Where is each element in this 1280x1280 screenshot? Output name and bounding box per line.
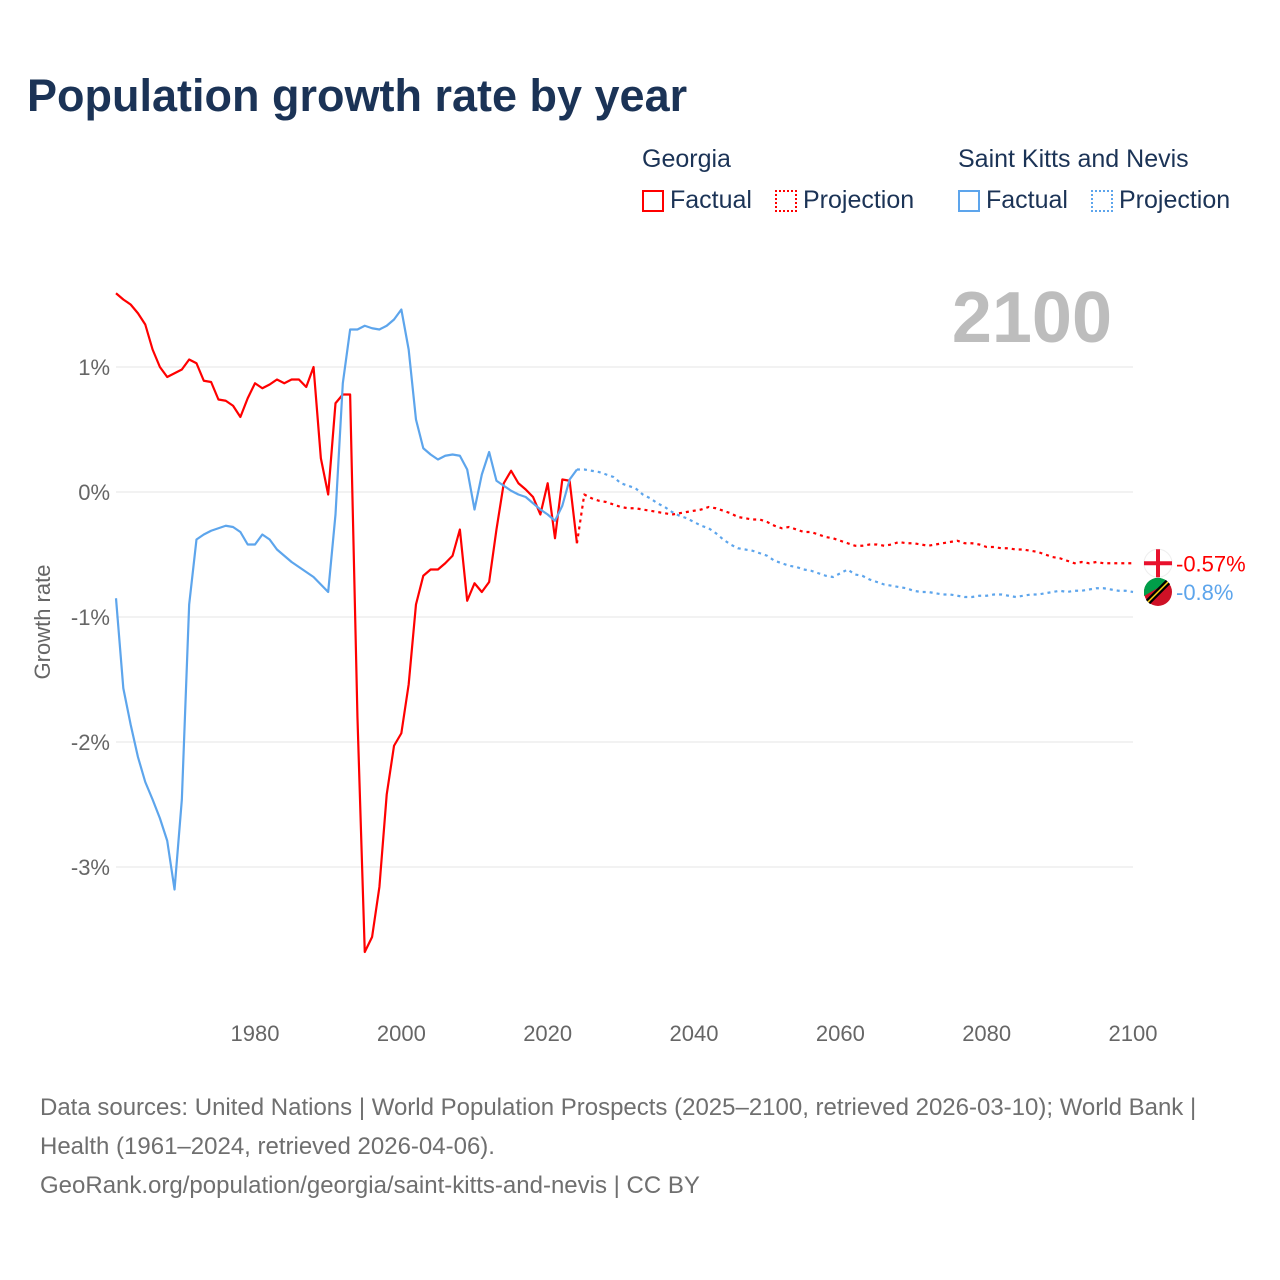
x-tick-label: 2080	[962, 1021, 1011, 1046]
legend-label: Factual	[670, 186, 752, 214]
georgia-end-label: -0.57%	[1176, 551, 1246, 576]
legend-label: Factual	[986, 186, 1068, 214]
y-tick-label: 0%	[78, 480, 110, 505]
x-tick-label: 2000	[377, 1021, 426, 1046]
y-axis-label: Growth rate	[30, 565, 55, 680]
skn-end-label: -0.8%	[1176, 580, 1233, 605]
x-tick-label: 2100	[1109, 1021, 1158, 1046]
chart-title: Population growth rate by year	[27, 70, 688, 121]
x-tick-label: 1980	[231, 1021, 280, 1046]
x-tick-label: 2040	[670, 1021, 719, 1046]
legend-skn-projection[interactable]: Projection	[1091, 186, 1230, 215]
x-tick-label: 2060	[816, 1021, 865, 1046]
legend-skn-factual[interactable]: Factual	[958, 186, 1068, 215]
y-tick-label: 1%	[78, 355, 110, 380]
legend-swatch-solid	[958, 189, 980, 212]
legend-label: Projection	[1119, 186, 1231, 214]
georgia-projection-line	[575, 493, 1133, 565]
y-tick-label: -2%	[71, 730, 110, 755]
y-tick-label: -3%	[71, 855, 110, 880]
legend-swatch-solid	[642, 189, 664, 212]
attribution-link[interactable]: GeoRank.org/population/georgia/saint-kit…	[40, 1172, 700, 1199]
year-indicator: 2100	[952, 278, 1112, 358]
legend-georgia-factual[interactable]: Factual	[642, 186, 752, 215]
skn-flag-icon	[1147, 581, 1169, 603]
x-tick-label: 2020	[523, 1021, 572, 1046]
footer: Data sources: United Nations | World Pop…	[40, 1088, 1240, 1205]
legend-skn-heading: Saint Kitts and Nevis	[958, 145, 1189, 173]
legend-swatch-dotted	[775, 189, 797, 212]
legend-georgia-projection[interactable]: Projection	[775, 186, 914, 215]
skn-factual-line	[114, 308, 578, 891]
skn-projection-line	[576, 468, 1134, 599]
georgia-flag-icon	[1144, 561, 1172, 566]
y-tick-label: -1%	[71, 605, 110, 630]
legend-label: Projection	[803, 186, 915, 214]
georgia-factual-line	[115, 292, 579, 954]
legend-georgia-heading: Georgia	[642, 145, 731, 173]
skn-flag-icon	[1143, 577, 1168, 596]
data-sources: Data sources: United Nations | World Pop…	[40, 1094, 1197, 1160]
legend-swatch-dotted	[1091, 189, 1113, 212]
